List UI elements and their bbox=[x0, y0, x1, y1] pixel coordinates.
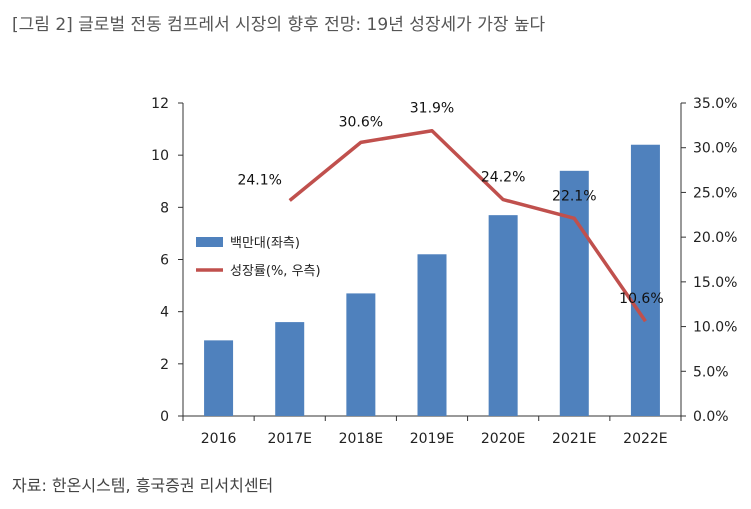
figure-title: [그림 2] 글로벌 전동 컴프레서 시장의 향후 전망: 19년 성장세가 가… bbox=[12, 15, 546, 35]
bar-series bbox=[204, 144, 660, 416]
left-tick-label: 12 bbox=[151, 96, 169, 112]
bar bbox=[488, 215, 518, 416]
right-tick-label: 15.0% bbox=[693, 275, 737, 291]
bar bbox=[275, 322, 305, 416]
x-tick-label: 2021E bbox=[552, 431, 596, 447]
legend-bar-swatch bbox=[196, 237, 223, 247]
growth-data-label: 31.9% bbox=[410, 101, 454, 117]
x-tick-label: 2022E bbox=[623, 431, 667, 447]
source-note: 자료: 한온시스템, 흥국증권 리서치센터 bbox=[12, 476, 274, 495]
legend-bar-label: 백만대(좌측) bbox=[230, 236, 300, 251]
bar bbox=[630, 144, 660, 416]
x-tick-label: 2016 bbox=[201, 431, 237, 447]
growth-data-label: 22.1% bbox=[552, 188, 596, 204]
x-tick-label: 2020E bbox=[481, 431, 525, 447]
right-tick-label: 0.0% bbox=[693, 409, 729, 425]
right-tick-label: 10.0% bbox=[693, 320, 737, 336]
growth-line bbox=[288, 128, 647, 323]
right-tick-label: 35.0% bbox=[693, 96, 737, 112]
right-tick-label: 20.0% bbox=[693, 230, 737, 246]
left-tick-label: 10 bbox=[151, 148, 169, 164]
bar bbox=[417, 254, 447, 416]
bar bbox=[204, 340, 234, 416]
right-tick-label: 30.0% bbox=[693, 141, 737, 157]
left-tick-label: 8 bbox=[160, 200, 169, 216]
x-tick-label: 2018E bbox=[339, 431, 383, 447]
growth-data-label: 10.6% bbox=[619, 291, 663, 307]
right-tick-label: 5.0% bbox=[693, 364, 729, 380]
growth-data-label: 24.2% bbox=[481, 170, 525, 186]
data-labels: 24.1% 30.6% 31.9% 24.2% 22.1% 10.6% bbox=[237, 101, 663, 307]
left-tick-label: 4 bbox=[160, 305, 169, 321]
left-tick-label: 6 bbox=[160, 253, 169, 269]
chart-legend: 백만대(좌측) 성장률(%, 우측) bbox=[196, 236, 321, 279]
growth-data-label: 24.1% bbox=[237, 172, 281, 188]
chart-axes: 0 2 4 6 8 10 12 0.0% 5.0% 10.0% 15.0% 20.0% 25.0% 30.… bbox=[151, 96, 737, 447]
x-tick-label: 2019E bbox=[410, 431, 454, 447]
bar bbox=[346, 293, 376, 416]
left-tick-label: 0 bbox=[160, 409, 169, 425]
growth-data-label: 30.6% bbox=[339, 114, 383, 130]
legend-line-label: 성장률(%, 우측) bbox=[230, 264, 321, 279]
x-tick-label: 2017E bbox=[267, 431, 311, 447]
right-tick-label: 25.0% bbox=[693, 185, 737, 201]
bar bbox=[559, 170, 589, 416]
line-series bbox=[288, 128, 647, 323]
left-tick-label: 2 bbox=[160, 357, 169, 373]
